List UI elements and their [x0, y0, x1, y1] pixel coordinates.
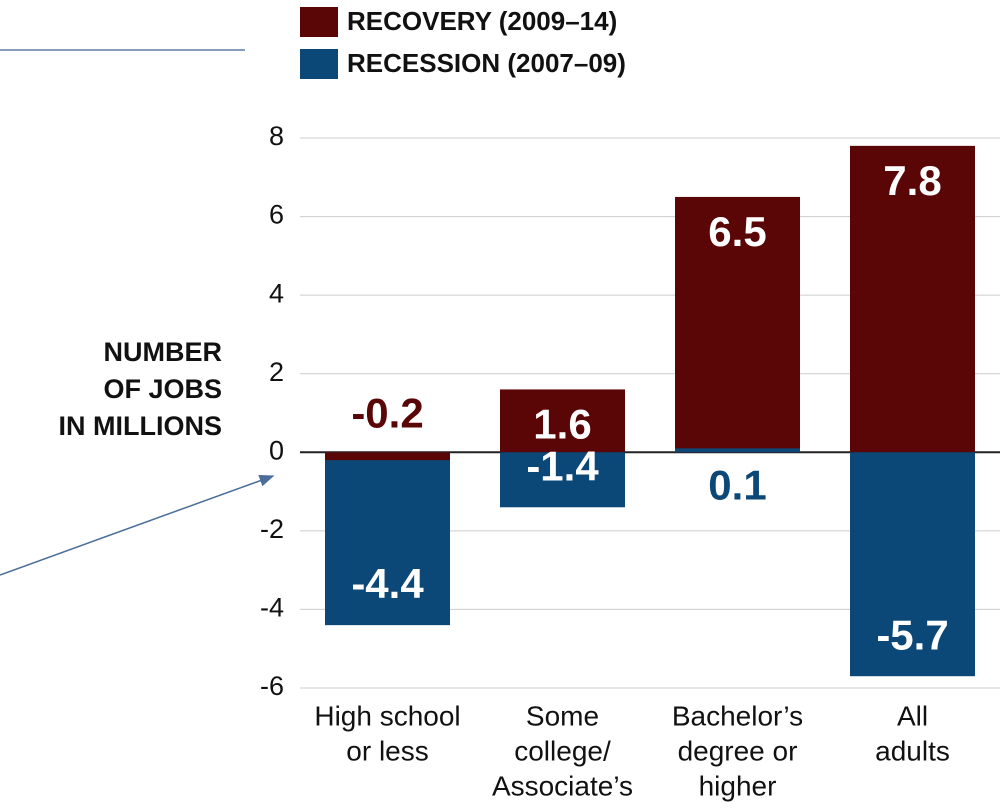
- x-tick-label: or less: [346, 735, 428, 766]
- data-label: 0.1: [708, 461, 766, 508]
- y-tick-label: 8: [269, 121, 284, 151]
- legend-label: RECESSION (2007–09): [347, 48, 626, 78]
- bar: [850, 145, 975, 453]
- legend-swatch: [300, 7, 338, 37]
- y-axis-label: OF JOBS: [103, 374, 222, 404]
- data-label: -4.4: [351, 560, 424, 607]
- x-tick-label: higher: [699, 770, 777, 801]
- x-tick-label: Associate’s: [492, 770, 633, 801]
- y-tick-label: 2: [269, 357, 284, 387]
- y-tick-label: 6: [269, 200, 284, 230]
- y-tick-label: 4: [269, 278, 284, 308]
- data-label: -0.2: [351, 389, 423, 436]
- bar: [500, 452, 625, 508]
- bar: [850, 452, 975, 677]
- bar: [675, 448, 800, 453]
- data-label: -1.4: [526, 442, 599, 489]
- x-tick-label: college/: [514, 735, 611, 766]
- x-tick-label: Bachelor’s: [672, 700, 803, 731]
- data-label: -5.7: [876, 611, 948, 658]
- bar: [325, 452, 450, 461]
- bar: [675, 196, 800, 453]
- x-tick-label: All: [897, 700, 928, 731]
- data-label: 1.6: [533, 401, 591, 448]
- y-axis-label: NUMBER: [104, 337, 223, 367]
- data-label: 6.5: [708, 208, 766, 255]
- x-tick-label: Some: [526, 700, 599, 731]
- y-tick-label: -2: [260, 514, 284, 544]
- data-label: 7.8: [883, 157, 941, 204]
- legend-swatch: [300, 49, 338, 79]
- x-tick-label: adults: [875, 735, 950, 766]
- legend-label: RECOVERY (2009–14): [347, 6, 617, 36]
- bar: [500, 389, 625, 453]
- arrow: [0, 474, 275, 576]
- x-tick-label: degree or: [678, 735, 798, 766]
- y-tick-label: 0: [269, 435, 284, 465]
- y-axis-label: IN MILLIONS: [59, 411, 223, 441]
- y-tick-label: -6: [260, 671, 284, 701]
- y-tick-label: -4: [260, 593, 284, 623]
- bar: [325, 452, 450, 626]
- x-tick-label: High school: [314, 700, 460, 731]
